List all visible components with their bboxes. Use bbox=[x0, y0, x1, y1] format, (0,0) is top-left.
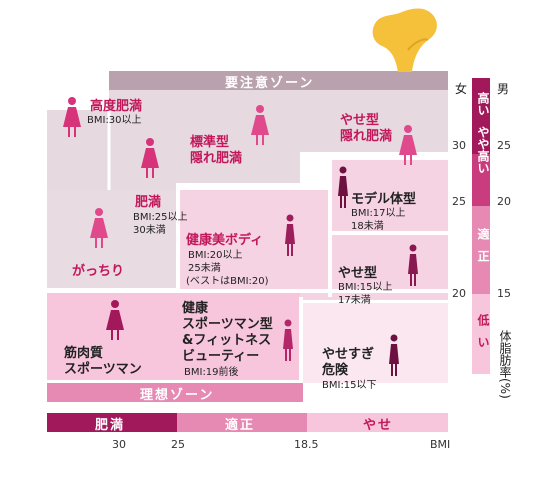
figure-muscular bbox=[106, 300, 124, 340]
fat-level-high-label: 高い bbox=[476, 92, 490, 116]
label-standard-hidden-2: 隠れ肥満 bbox=[190, 151, 243, 166]
criteria-healthy-sport: BMI:19前後 bbox=[184, 367, 239, 378]
label-thin-hidden-1: やせ型 bbox=[340, 113, 380, 128]
fat-level-normal-label: 適正 bbox=[476, 228, 490, 272]
figure-thin-hidden bbox=[399, 125, 417, 165]
female-tick-30: 30 bbox=[452, 139, 466, 152]
male-tick-15: 15 bbox=[497, 287, 511, 300]
female-tick-25: 25 bbox=[452, 195, 466, 208]
criteria-model-2: 18未満 bbox=[351, 221, 384, 232]
fat-level-low-label: 低い bbox=[476, 314, 490, 358]
label-thin: やせ型 bbox=[338, 266, 378, 281]
bmi-tick-30: 30 bbox=[112, 438, 126, 451]
female-label: 女 bbox=[455, 82, 468, 96]
label-stocky: がっちり bbox=[72, 264, 125, 279]
figure-thin bbox=[408, 244, 418, 286]
bmi-segment-normal-label: 適正 bbox=[225, 418, 256, 433]
bmi-segment-obesity bbox=[47, 413, 177, 432]
pointing-hand-icon bbox=[372, 8, 437, 72]
criteria-high-obesity: BMI:30以上 bbox=[87, 115, 142, 126]
caution-zone-left bbox=[47, 190, 178, 288]
bmi-segment-thin bbox=[307, 413, 448, 432]
criteria-too-thin: BMI:15以下 bbox=[322, 380, 377, 391]
label-healthy-beauty: 健康美ボディ bbox=[186, 233, 264, 248]
label-healthy-sport-3: &フィットネス bbox=[182, 333, 272, 348]
label-obesity: 肥満 bbox=[135, 195, 162, 210]
criteria-obesity-1: BMI:25以上 bbox=[133, 212, 188, 223]
bmi-tick-25: 25 bbox=[171, 438, 185, 451]
male-tick-25: 25 bbox=[497, 139, 511, 152]
fat-level-low bbox=[472, 294, 490, 374]
criteria-obesity-2: 30未満 bbox=[133, 225, 166, 236]
figure-obesity bbox=[141, 138, 159, 178]
label-too-thin-1: やせすぎ bbox=[322, 347, 375, 362]
ideal-zone-header bbox=[47, 383, 303, 402]
figure-high-obesity bbox=[63, 97, 81, 137]
bmi-axis-label: BMI bbox=[430, 438, 451, 451]
figure-too-thin bbox=[389, 334, 399, 376]
criteria-model-1: BMI:17以上 bbox=[351, 208, 406, 219]
too-thin-zone bbox=[303, 303, 448, 383]
label-model: モデル体型 bbox=[351, 192, 417, 207]
label-high-obesity: 高度肥満 bbox=[90, 99, 143, 114]
fat-level-slightly-high bbox=[472, 154, 490, 206]
figure-healthy-beauty bbox=[285, 214, 295, 256]
criteria-healthy-beauty-3: (ベストはBMI:20) bbox=[186, 276, 269, 287]
label-healthy-sport-2: スポーツマン型 bbox=[182, 317, 273, 332]
fat-level-high bbox=[472, 78, 490, 154]
ideal-zone-label: 理想ゾーン bbox=[140, 388, 215, 403]
bmi-tick-18-5: 18.5 bbox=[294, 438, 319, 451]
label-thin-hidden-2: 隠れ肥満 bbox=[340, 129, 393, 144]
label-too-thin-2: 危険 bbox=[322, 363, 349, 378]
figure-standard-hidden bbox=[251, 105, 269, 145]
criteria-healthy-beauty-2: 25未満 bbox=[188, 263, 221, 274]
caution-zone-header bbox=[109, 71, 448, 90]
figure-stocky bbox=[90, 208, 108, 248]
criteria-thin-1: BMI:15以上 bbox=[338, 282, 393, 293]
fat-level-slightly-high-label: やや高い bbox=[476, 126, 490, 174]
figure-healthy-sport bbox=[283, 319, 293, 361]
bmi-segment-obesity-label: 肥満 bbox=[95, 418, 126, 433]
criteria-thin-2: 17未満 bbox=[338, 295, 371, 306]
male-label: 男 bbox=[497, 82, 510, 96]
body-fat-axis-label: 体脂肪率(%) bbox=[498, 330, 512, 399]
label-muscular-1: 筋肉質 bbox=[64, 346, 104, 361]
label-healthy-sport-4: ビューティー bbox=[182, 349, 260, 364]
bmi-segment-normal bbox=[177, 413, 307, 432]
male-tick-20: 20 bbox=[497, 195, 511, 208]
fat-level-normal bbox=[472, 206, 490, 294]
figure-model bbox=[338, 166, 348, 208]
caution-zone-label: 要注意ゾーン bbox=[225, 76, 315, 91]
criteria-healthy-beauty-1: BMI:20以上 bbox=[188, 250, 243, 261]
ideal-zone bbox=[178, 160, 448, 320]
label-healthy-sport-1: 健康 bbox=[182, 301, 209, 316]
bmi-segment-thin-label: やせ bbox=[363, 418, 394, 433]
label-standard-hidden-1: 標準型 bbox=[190, 135, 230, 150]
female-tick-20: 20 bbox=[452, 287, 466, 300]
label-muscular-2: スポーツマン bbox=[64, 362, 142, 377]
